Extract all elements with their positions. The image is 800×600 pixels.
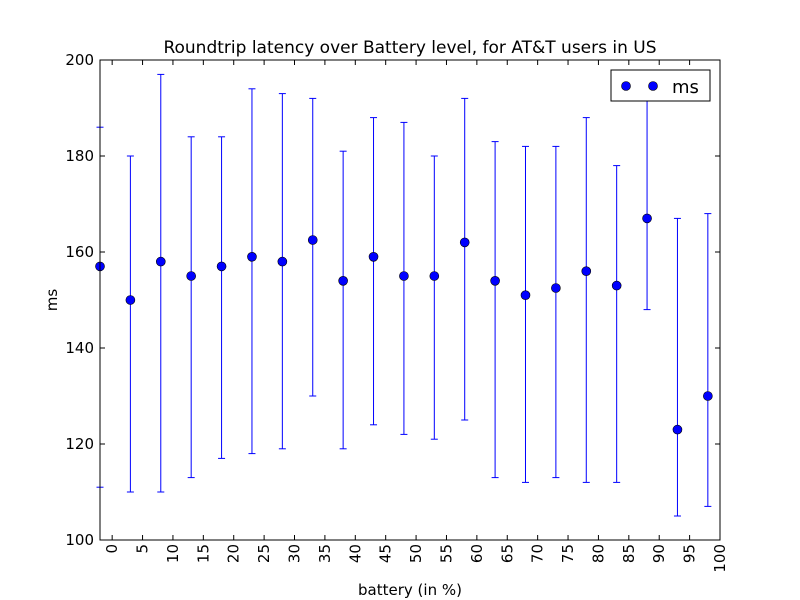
data-point bbox=[459, 237, 470, 248]
y-axis: 100 120 140 160 180 200 bbox=[65, 51, 720, 549]
data-markers bbox=[95, 213, 713, 435]
data-point bbox=[307, 235, 318, 245]
chart-title: Roundtrip latency over Battery level, fo… bbox=[163, 38, 656, 58]
x-tick-label: 60 bbox=[468, 544, 486, 563]
x-tick-label: 35 bbox=[316, 544, 334, 563]
x-tick-label: 15 bbox=[194, 544, 212, 563]
y-tick-label: 180 bbox=[65, 147, 94, 165]
data-point bbox=[611, 280, 622, 291]
x-tick-label: 95 bbox=[681, 544, 699, 563]
x-tick-label: 10 bbox=[164, 544, 182, 563]
x-tick-label: 20 bbox=[225, 544, 243, 563]
plot-background bbox=[100, 60, 720, 540]
x-tick-label: 100 bbox=[711, 544, 729, 573]
y-axis-label: ms bbox=[43, 289, 61, 312]
data-point bbox=[368, 251, 379, 262]
x-tick-label: 50 bbox=[407, 544, 425, 563]
x-tick-label: 0 bbox=[103, 544, 121, 554]
legend-marker bbox=[621, 81, 631, 91]
y-tick-label: 120 bbox=[65, 435, 94, 453]
x-tick-label: 45 bbox=[377, 544, 395, 563]
data-point bbox=[581, 266, 592, 277]
x-tick-label: 85 bbox=[620, 544, 638, 563]
data-point bbox=[490, 275, 500, 286]
x-axis: 0 5 10 15 20 25 30 35 40 45 50 55 60 65 70 75 80 85 90 95 10… bbox=[103, 60, 729, 573]
data-point bbox=[125, 295, 136, 305]
data-point bbox=[247, 251, 257, 262]
y-tick-label: 200 bbox=[65, 51, 94, 69]
y-tick-label: 100 bbox=[65, 531, 94, 549]
legend-label: ms bbox=[672, 77, 699, 98]
data-point bbox=[216, 261, 227, 272]
data-point bbox=[520, 290, 531, 301]
data-point bbox=[642, 213, 652, 224]
x-tick-label: 25 bbox=[255, 544, 273, 563]
data-point bbox=[338, 275, 348, 286]
data-point bbox=[672, 424, 683, 435]
x-tick-label: 40 bbox=[346, 544, 364, 563]
x-tick-label: 5 bbox=[134, 544, 152, 554]
legend-marker bbox=[648, 81, 658, 91]
data-point bbox=[551, 283, 561, 293]
data-point bbox=[429, 271, 440, 281]
plot-frame bbox=[99, 59, 721, 541]
y-tick-label: 140 bbox=[65, 339, 94, 357]
x-tick-label: 55 bbox=[437, 544, 455, 563]
legend: ms bbox=[610, 69, 711, 102]
x-tick-label: 75 bbox=[559, 544, 577, 563]
x-tick-label: 80 bbox=[589, 544, 607, 563]
x-axis-label: battery (in %) bbox=[358, 581, 462, 599]
data-point bbox=[399, 271, 409, 281]
data-point bbox=[277, 256, 288, 267]
x-tick-label: 70 bbox=[529, 544, 547, 563]
x-tick-label: 65 bbox=[498, 544, 516, 563]
data-point bbox=[155, 256, 166, 267]
x-tick-label: 30 bbox=[286, 544, 304, 563]
data-point bbox=[703, 391, 713, 401]
x-tick-label: 90 bbox=[650, 544, 668, 563]
data-point bbox=[186, 271, 196, 281]
y-tick-label: 160 bbox=[65, 243, 94, 261]
